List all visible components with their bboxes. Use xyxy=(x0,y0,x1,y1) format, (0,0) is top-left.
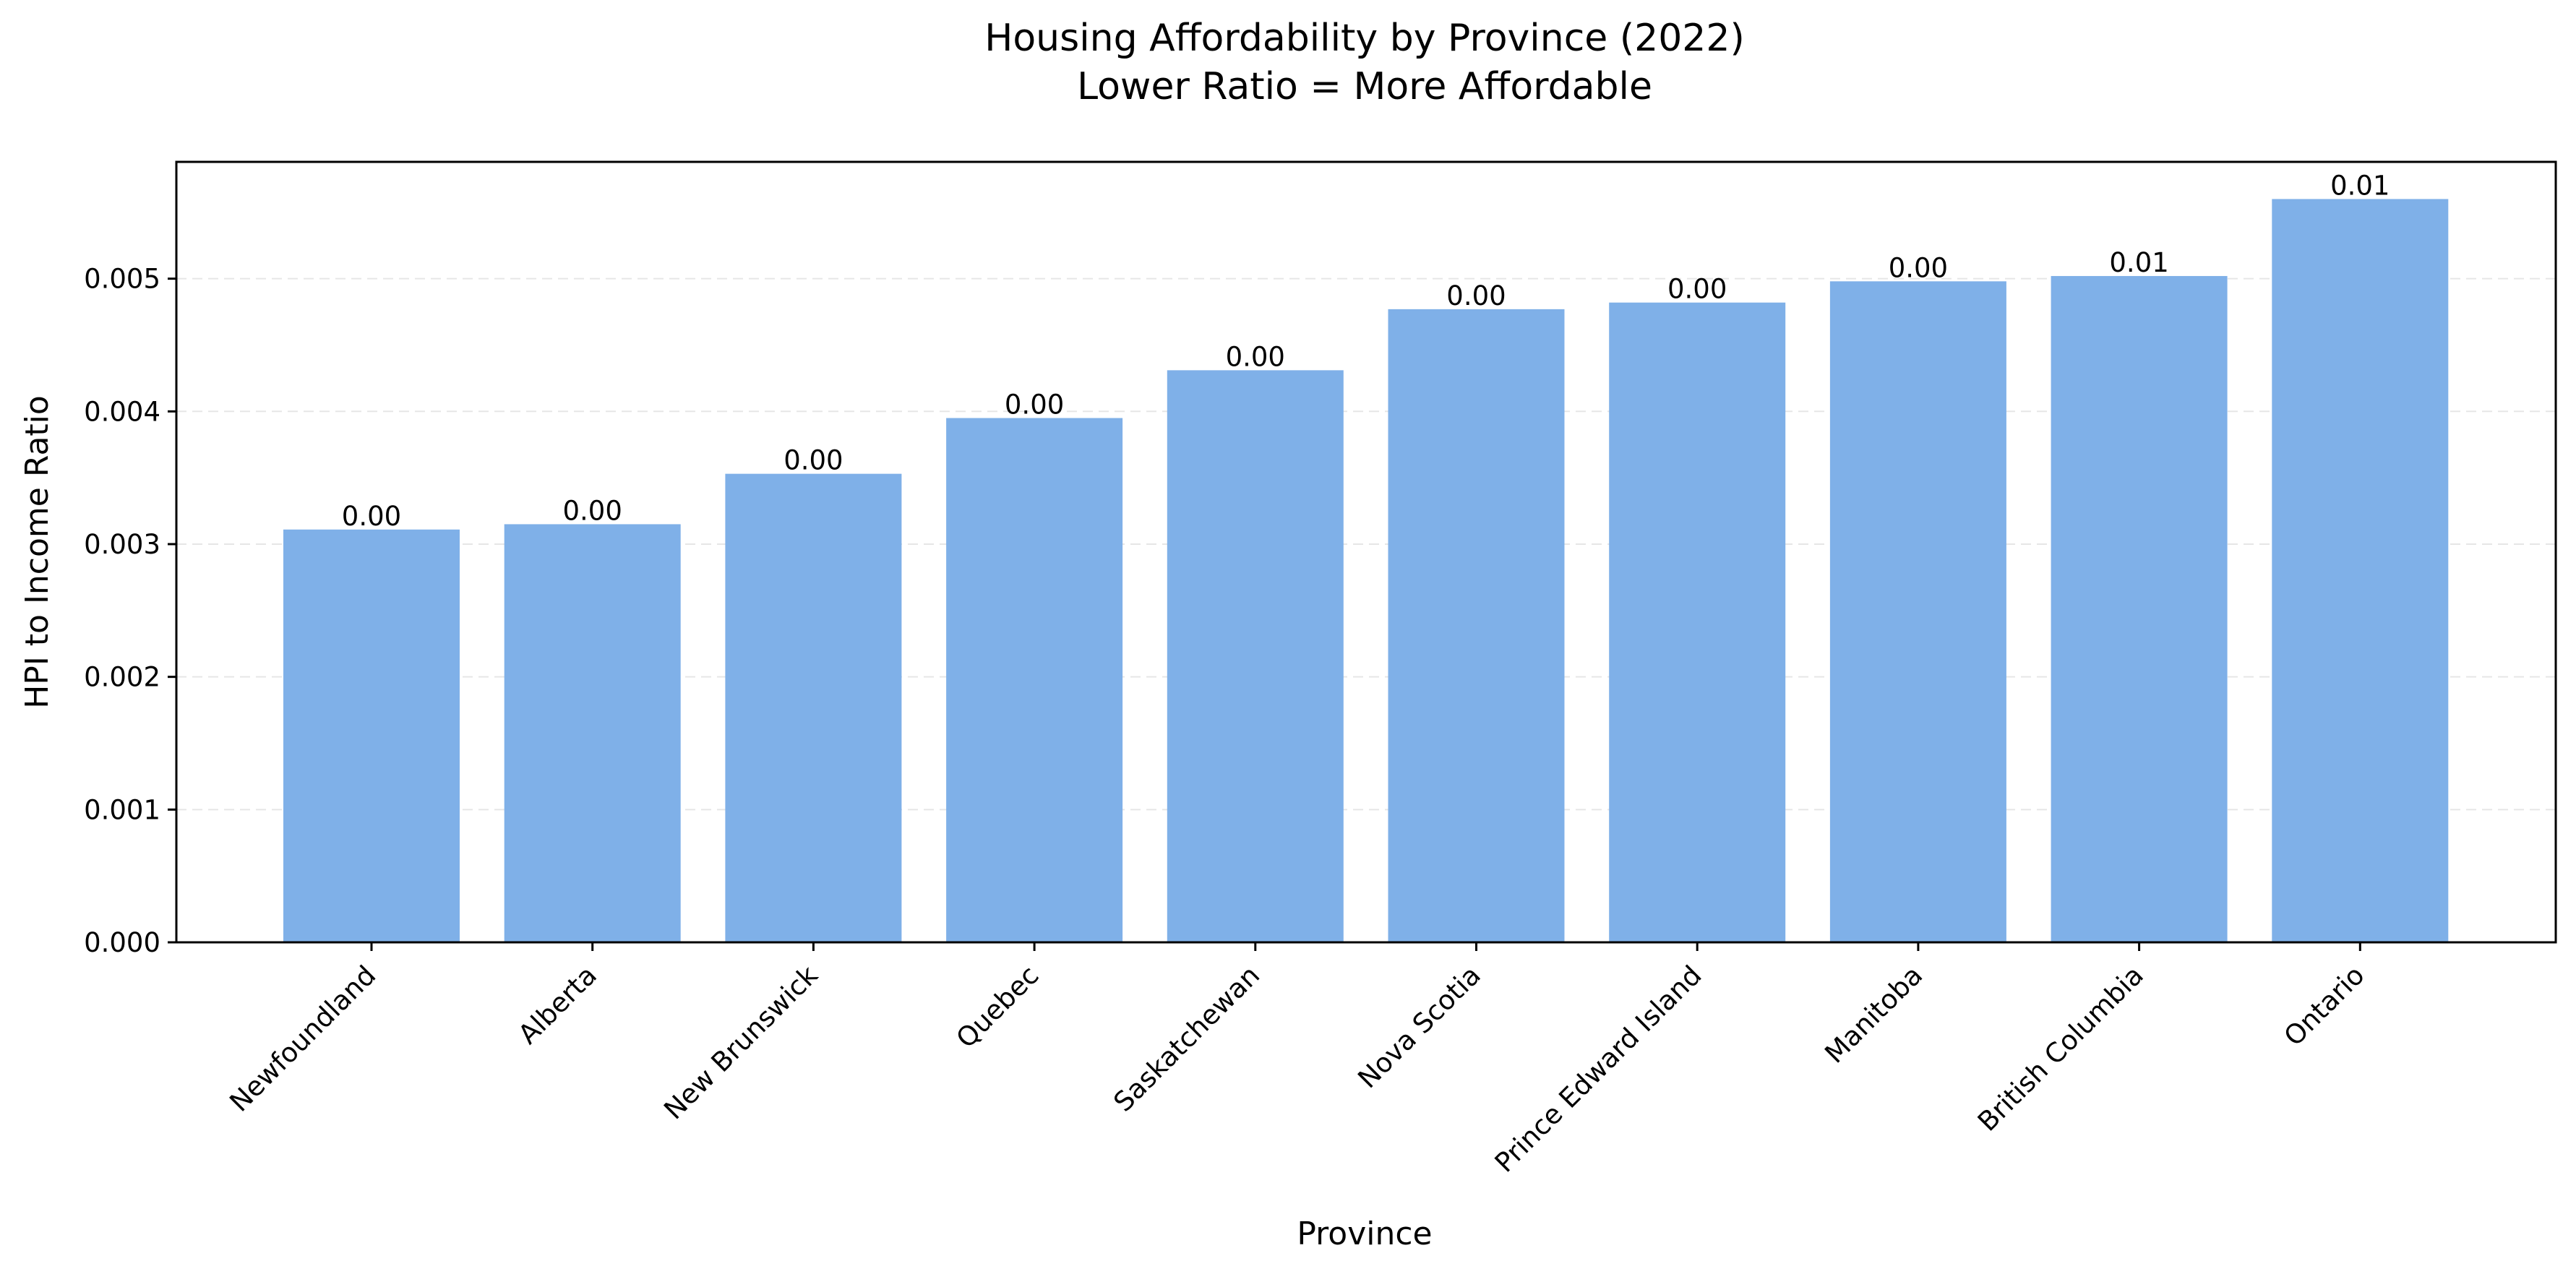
x-tick-label: Newfoundland xyxy=(223,960,382,1118)
y-tick-label: 0.003 xyxy=(84,529,160,560)
y-tick-label: 0.000 xyxy=(84,927,160,958)
x-tick-label: Manitoba xyxy=(1819,960,1928,1069)
data-label: 0.00 xyxy=(1005,389,1064,420)
bar xyxy=(1388,309,1565,942)
bar xyxy=(1167,370,1344,942)
x-tick-label: British Columbia xyxy=(1972,960,2150,1137)
x-tick-label: Saskatchewan xyxy=(1107,960,1266,1118)
bar xyxy=(283,529,460,942)
data-label: 0.00 xyxy=(1446,280,1506,311)
chart-subtitle: Lower Ratio = More Affordable xyxy=(1077,65,1652,108)
plot-frame xyxy=(175,160,2557,944)
y-tick-label: 0.002 xyxy=(84,662,160,693)
bar xyxy=(2051,275,2228,942)
data-labels: 0.00 0.00 0.00 0.00 0.00 0.00 0.00 0.00 0.01 0.01 xyxy=(342,170,2390,531)
chart-title: Housing Affordability by Province (2022) xyxy=(984,17,1745,60)
y-tick-label: 0.004 xyxy=(84,396,160,427)
data-label: 0.00 xyxy=(1667,274,1727,305)
data-label: 0.00 xyxy=(563,495,622,526)
data-label: 0.01 xyxy=(2330,170,2390,201)
x-tick-label: New Brunswick xyxy=(658,960,824,1126)
x-axis-ticks: Newfoundland Alberta New Brunswick Quebec Sa… xyxy=(223,942,2371,1179)
x-tick-label: Quebec xyxy=(950,960,1045,1054)
bars xyxy=(283,199,2449,943)
x-tick-label: Nova Scotia xyxy=(1352,960,1486,1094)
bar xyxy=(504,524,681,942)
data-label: 0.00 xyxy=(783,445,843,476)
y-axis-label: HPI to Income Ratio xyxy=(19,395,56,709)
data-label: 0.01 xyxy=(2109,247,2168,278)
y-axis-ticks: 0.000 0.001 0.002 0.003 0.004 0.005 xyxy=(84,264,176,958)
data-label: 0.00 xyxy=(1226,341,1285,372)
x-tick-label: Alberta xyxy=(512,960,603,1050)
bar xyxy=(725,473,902,942)
x-tick-label: Prince Edward Island xyxy=(1489,960,1708,1179)
x-axis-label: Province xyxy=(1297,1215,1432,1252)
data-label: 0.00 xyxy=(1889,252,1948,283)
bar xyxy=(2272,199,2449,942)
y-tick-label: 0.005 xyxy=(84,264,160,295)
data-label: 0.00 xyxy=(342,501,401,532)
x-tick-label: Ontario xyxy=(2278,960,2371,1052)
y-tick-label: 0.001 xyxy=(84,794,160,825)
bar xyxy=(1609,302,1786,943)
bar xyxy=(946,418,1123,942)
bar xyxy=(1829,281,2006,942)
